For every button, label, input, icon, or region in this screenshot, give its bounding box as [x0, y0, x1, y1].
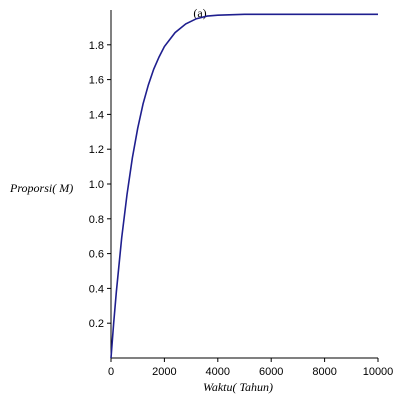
- x-axis-label: Waktu( Tahun): [203, 380, 273, 394]
- y-tick-label: 1.4: [89, 109, 104, 121]
- x-tick-label: 6000: [259, 366, 283, 378]
- x-tick-label: 10000: [363, 366, 394, 378]
- y-axis-label: Proporsi( M): [9, 181, 73, 195]
- x-tick-label: 4000: [206, 366, 230, 378]
- y-tick-label: 0.6: [89, 249, 104, 261]
- axis-ticks: 0 2000 4000 6000 8000 10000 0.2 0.4 0.6 0.8 1.0 1.2…: [89, 40, 394, 378]
- x-tick-label: 8000: [312, 366, 336, 378]
- y-tick-label: 0.2: [89, 318, 104, 330]
- x-tick-label: 2000: [152, 366, 176, 378]
- y-tick-label: 1.2: [89, 144, 104, 156]
- x-tick-label: 0: [108, 366, 114, 378]
- y-tick-label: 1.6: [89, 75, 104, 87]
- y-tick-label: 0.8: [89, 214, 104, 226]
- y-tick-label: 0.4: [89, 283, 104, 295]
- y-tick-label: 1.0: [89, 179, 104, 191]
- y-tick-label: 1.8: [89, 40, 104, 52]
- series-line: [110, 13, 378, 359]
